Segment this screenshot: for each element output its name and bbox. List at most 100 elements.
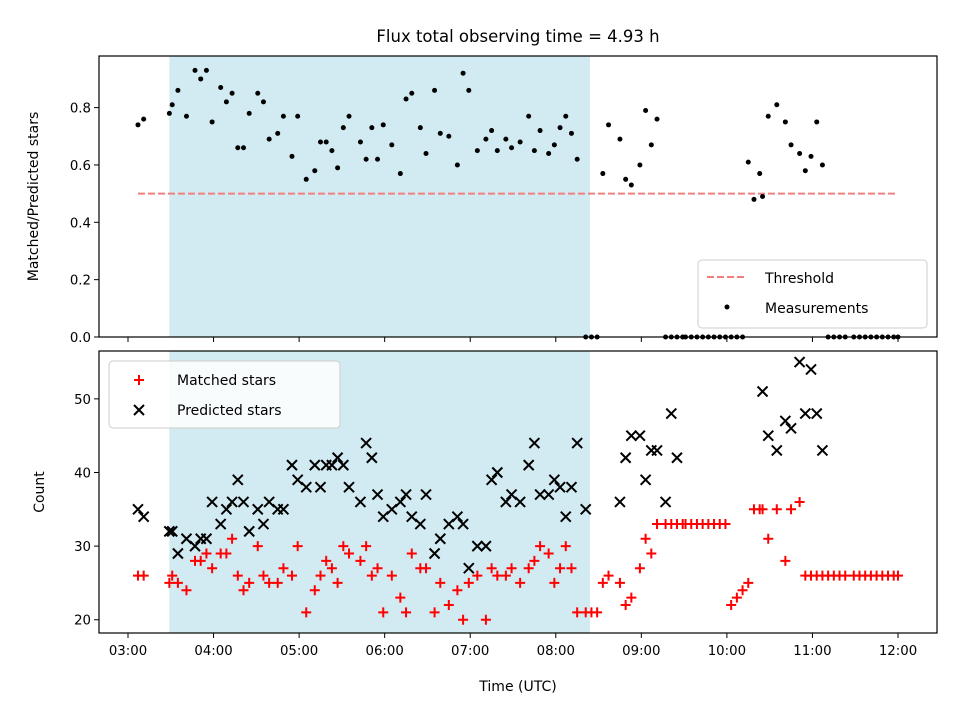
measurement-point xyxy=(303,176,309,182)
legend-predicted-label: Predicted stars xyxy=(177,403,282,419)
matched-stars-point xyxy=(646,548,657,559)
measurement-point xyxy=(175,87,181,93)
predicted-stars-point xyxy=(354,496,367,508)
matched-stars-point xyxy=(301,607,312,618)
measurement-point xyxy=(751,196,757,202)
measurement-point xyxy=(246,110,252,116)
matched-stars-point xyxy=(344,548,355,559)
measurement-point xyxy=(782,119,788,125)
measurement-point xyxy=(375,156,381,162)
predicted-stars-point xyxy=(189,540,201,552)
measurement-point xyxy=(802,168,808,174)
measurement-point xyxy=(169,102,175,108)
matched-stars-point xyxy=(244,577,255,588)
matched-stars-point xyxy=(626,592,637,603)
predicted-stars-point xyxy=(779,415,792,427)
measurement-point xyxy=(606,122,612,128)
measurement-point xyxy=(255,90,261,96)
matched-stars-point xyxy=(535,541,546,552)
measurement-point xyxy=(335,165,341,171)
measurement-point xyxy=(346,113,352,119)
matched-stars-point xyxy=(592,607,603,618)
matched-stars-point xyxy=(486,563,497,574)
predicted-stars-point xyxy=(811,407,823,420)
predicted-stars-point xyxy=(625,429,638,442)
matched-stars-point xyxy=(372,563,383,574)
matched-stars-point xyxy=(386,570,397,581)
measurement-point xyxy=(483,136,489,142)
y-tick-label: 0.4 xyxy=(70,216,91,231)
matched-stars-point xyxy=(406,548,417,559)
measurement-point xyxy=(340,125,346,131)
measurement-point xyxy=(454,162,460,168)
measurement-point xyxy=(135,122,141,128)
measurement-point xyxy=(654,116,660,122)
predicted-stars-point xyxy=(232,474,244,486)
x-axis-label: Time (UTC) xyxy=(478,679,556,695)
matched-stars-point xyxy=(278,563,289,574)
predicted-stars-point xyxy=(257,518,270,530)
matched-stars-point xyxy=(452,585,463,596)
y-tick-label: 0.0 xyxy=(70,331,91,346)
matched-stars-point xyxy=(361,541,372,552)
x-tick-label: 08:00 xyxy=(537,644,575,659)
matched-stars-point xyxy=(640,533,651,544)
axes-frame xyxy=(98,55,938,338)
matched-stars-point xyxy=(780,555,791,566)
predicted-stars-point xyxy=(337,459,350,471)
y-axis-label: Matched/Predicted stars xyxy=(26,112,42,282)
x-tick-label: 03:00 xyxy=(109,644,147,659)
predicted-stars-point xyxy=(331,452,344,464)
predicted-stars-point xyxy=(554,481,566,493)
matched-stars-point xyxy=(786,504,797,515)
predicted-stars-point xyxy=(172,547,184,560)
predicted-stars-point xyxy=(277,503,290,516)
matched-stars-point xyxy=(252,541,263,552)
predicted-stars-point xyxy=(542,488,555,501)
predicted-stars-point xyxy=(237,496,250,508)
measurement-point xyxy=(235,145,241,151)
matched-stars-point xyxy=(492,570,503,581)
predicted-stars-point xyxy=(785,422,797,435)
predicted-stars-point xyxy=(463,562,475,574)
matched-stars-point xyxy=(207,563,218,574)
predicted-stars-point xyxy=(206,496,218,508)
measurement-point xyxy=(574,156,580,162)
matched-stars-point xyxy=(321,555,332,566)
y-tick-label: 0.2 xyxy=(70,274,91,289)
matched-stars-point xyxy=(401,607,412,618)
predicted-stars-point xyxy=(471,540,484,552)
observing-interval-shade xyxy=(169,56,590,337)
predicted-stars-point xyxy=(366,452,378,464)
matched-stars-point xyxy=(500,570,511,581)
predicted-stars-point xyxy=(548,474,561,486)
matched-stars-point xyxy=(195,555,206,566)
predicted-stars-point xyxy=(491,466,504,479)
matched-stars-point xyxy=(232,570,243,581)
matched-stars-point xyxy=(201,548,212,559)
predicted-stars-point xyxy=(166,525,178,538)
measurement-point xyxy=(203,67,209,73)
predicted-stars-point xyxy=(580,503,592,516)
measurement-point xyxy=(209,119,215,125)
measurement-point xyxy=(617,136,623,142)
matched-stars-point xyxy=(172,577,183,588)
matched-stars-point xyxy=(227,533,238,544)
matched-stars-point xyxy=(566,563,577,574)
predicted-stars-point xyxy=(428,547,441,560)
predicted-stars-point xyxy=(252,503,264,516)
measurement-point xyxy=(437,130,443,136)
measurement-point xyxy=(417,125,423,131)
matched-stars-point xyxy=(726,600,737,611)
measurement-point xyxy=(223,99,229,105)
measurement-point xyxy=(357,139,363,145)
matched-stars-point xyxy=(258,570,269,581)
y-tick-label: 20 xyxy=(74,614,91,629)
legend: Matched stars Predicted stars xyxy=(108,360,341,429)
measurement-point xyxy=(423,150,429,156)
matched-stars-point xyxy=(138,570,149,581)
matched-stars-point xyxy=(840,570,851,581)
matched-stars-point xyxy=(893,570,903,581)
matched-stars-point xyxy=(292,541,303,552)
